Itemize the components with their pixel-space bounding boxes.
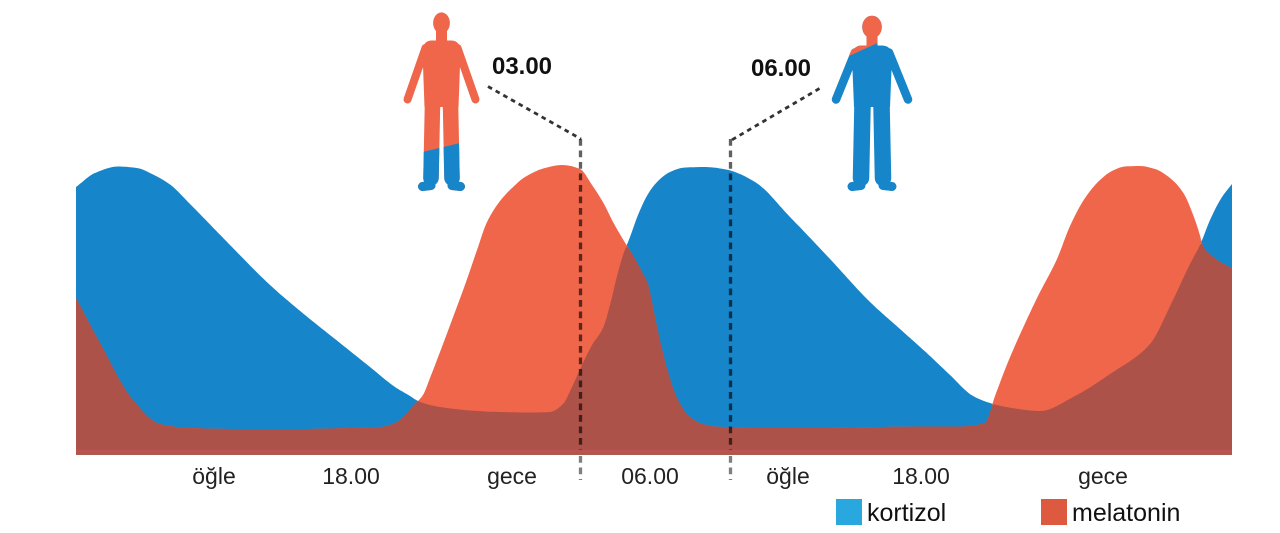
svg-text:öğle: öğle xyxy=(766,463,809,489)
svg-text:öğle: öğle xyxy=(192,463,235,489)
svg-text:06.00: 06.00 xyxy=(621,463,679,489)
svg-text:gece: gece xyxy=(487,463,537,489)
svg-text:18.00: 18.00 xyxy=(892,463,950,489)
svg-text:gece: gece xyxy=(1078,463,1128,489)
svg-text:18.00: 18.00 xyxy=(322,463,380,489)
svg-text:06.00: 06.00 xyxy=(751,55,811,82)
svg-text:melatonin: melatonin xyxy=(1072,499,1180,527)
svg-text:03.00: 03.00 xyxy=(492,53,552,80)
svg-text:kortizol: kortizol xyxy=(867,499,946,527)
